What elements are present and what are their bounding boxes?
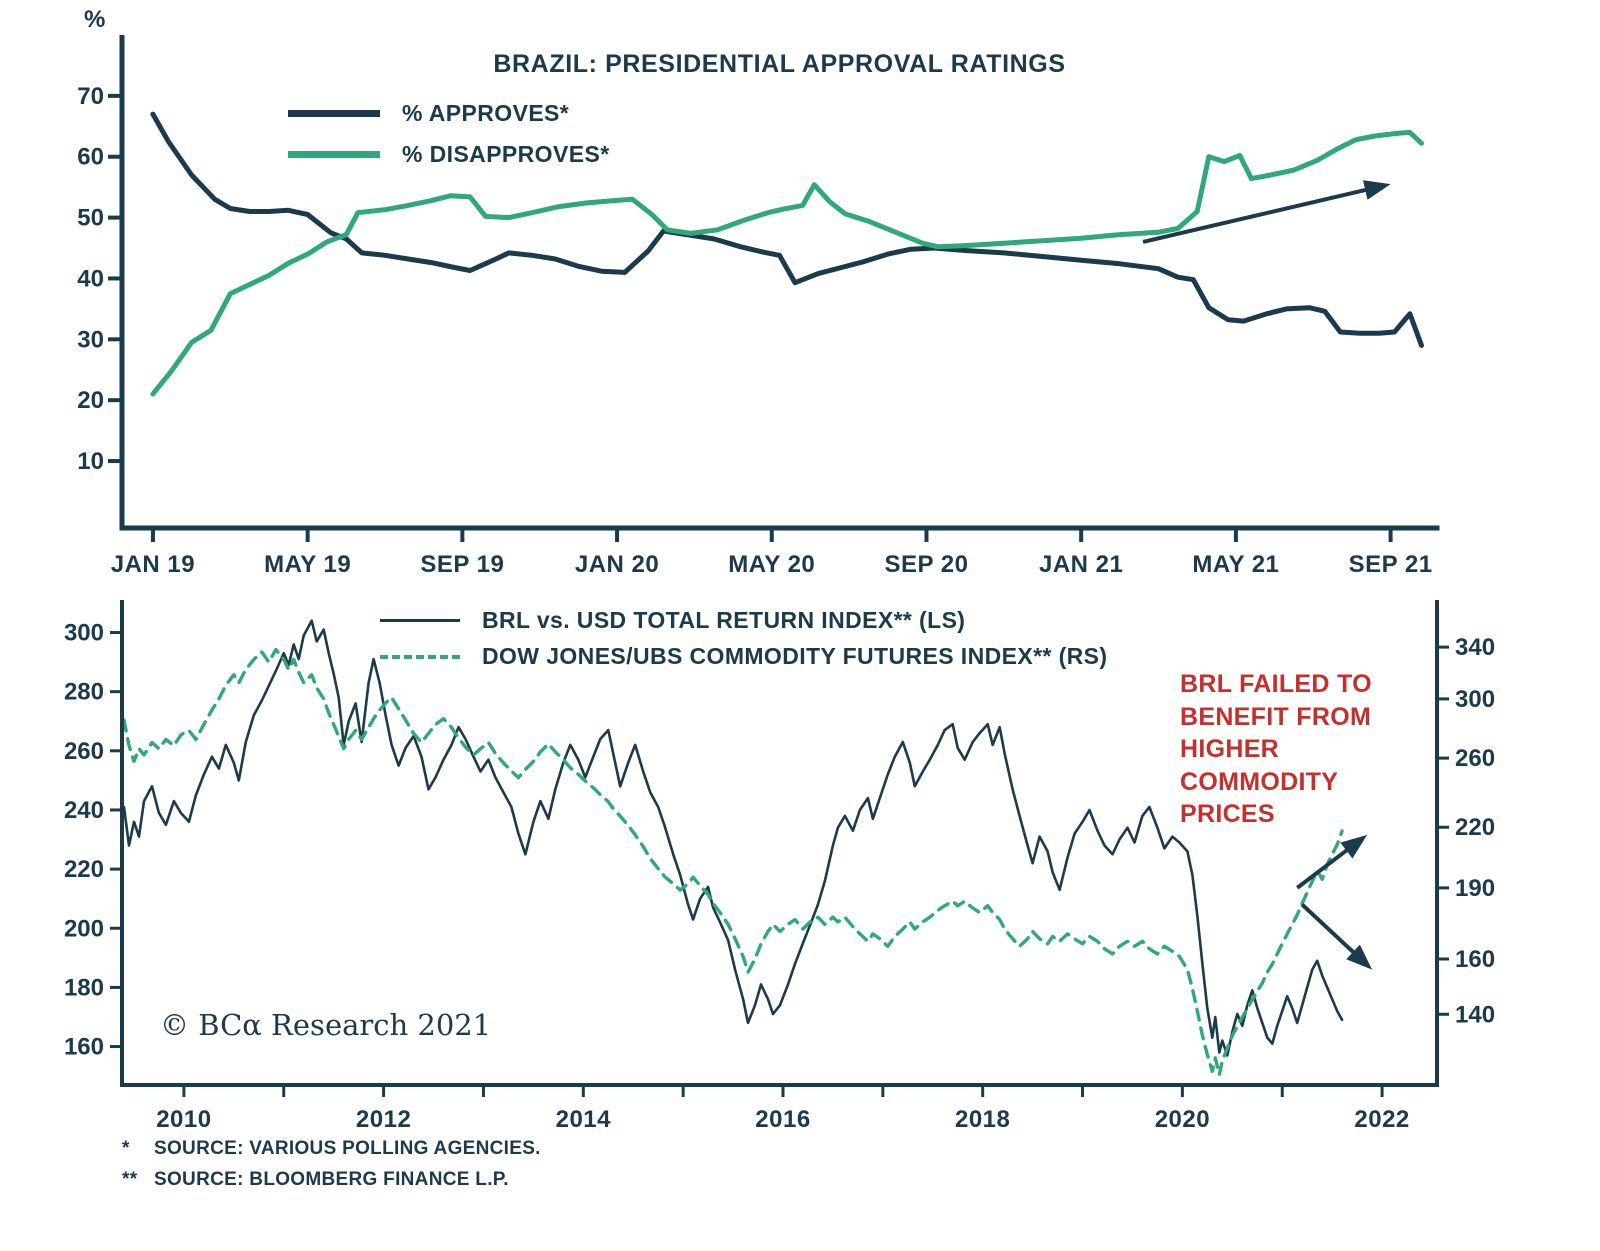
svg-text:MAY 21: MAY 21: [1192, 551, 1279, 575]
svg-text:70: 70: [77, 83, 104, 110]
source-footnotes: * SOURCE: VARIOUS POLLING AGENCIES. ** S…: [122, 1138, 541, 1200]
disapproves-legend-label: % DISAPPROVES*: [402, 141, 610, 167]
svg-text:2014: 2014: [556, 1106, 612, 1133]
svg-text:SEP 19: SEP 19: [420, 551, 504, 575]
svg-text:20: 20: [77, 387, 104, 414]
svg-text:JAN 19: JAN 19: [111, 551, 195, 575]
svg-text:220: 220: [64, 856, 104, 883]
svg-text:180: 180: [64, 974, 104, 1001]
legend-item-brl: BRL vs. USD TOTAL RETURN INDEX** (LS): [380, 607, 1107, 634]
svg-text:JAN 21: JAN 21: [1039, 551, 1123, 575]
approval-y-axis-unit: %: [84, 6, 106, 33]
brl-annotation-text: BRL FAILED TO BENEFIT FROM HIGHER COMMOD…: [1180, 670, 1372, 828]
svg-text:30: 30: [77, 326, 104, 353]
svg-text:160: 160: [64, 1034, 104, 1061]
svg-text:300: 300: [64, 620, 104, 647]
legend-item-approves: % APPROVES*: [288, 100, 610, 127]
svg-text:190: 190: [1455, 875, 1495, 902]
footnote-marker-2: **: [122, 1169, 138, 1190]
svg-text:40: 40: [77, 265, 104, 292]
svg-text:SEP 21: SEP 21: [1349, 551, 1433, 575]
commodity-line-swatch: [380, 654, 460, 659]
footnote-polling: * SOURCE: VARIOUS POLLING AGENCIES.: [122, 1138, 541, 1160]
svg-text:340: 340: [1455, 634, 1495, 661]
svg-text:220: 220: [1455, 814, 1495, 841]
svg-text:240: 240: [64, 797, 104, 824]
legend-item-disapproves: % DISAPPROVES*: [288, 141, 610, 168]
commodity-legend-label: DOW JONES/UBS COMMODITY FUTURES INDEX** …: [482, 643, 1108, 669]
svg-text:2018: 2018: [955, 1106, 1010, 1133]
brl-legend-label: BRL vs. USD TOTAL RETURN INDEX** (LS): [482, 607, 966, 633]
brl-commodity-chart: 2010 2012 2014 2016 2018 2020 2022 160 180 200 220…: [0, 585, 1600, 1140]
svg-text:2010: 2010: [156, 1106, 211, 1133]
svg-text:2022: 2022: [1354, 1106, 1409, 1133]
copyright-notice: © BCα Research 2021: [160, 1008, 492, 1042]
approval-chart: JAN 19 MAY 19 SEP 19 JAN 20 MAY 20 SEP 20 JAN …: [0, 0, 1600, 575]
svg-text:140: 140: [1455, 1001, 1495, 1028]
svg-text:2012: 2012: [356, 1106, 411, 1133]
svg-text:300: 300: [1455, 686, 1495, 713]
approval-chart-title: BRAZIL: PRESIDENTIAL APPROVAL RATINGS: [493, 50, 1066, 78]
footnote-bloomberg: ** SOURCE: BLOOMBERG FINANCE L.P.: [122, 1169, 541, 1191]
brl-commodity-chart-canvas: 2010 2012 2014 2016 2018 2020 2022 160 180 200 220…: [64, 600, 1495, 1133]
svg-text:MAY 20: MAY 20: [728, 551, 815, 575]
svg-text:60: 60: [77, 144, 104, 171]
svg-text:200: 200: [64, 915, 104, 942]
approves-line-swatch: [288, 110, 380, 117]
svg-text:260: 260: [1455, 745, 1495, 772]
svg-text:160: 160: [1455, 946, 1495, 973]
svg-text:10: 10: [77, 448, 104, 475]
disapproves-line-swatch: [288, 151, 380, 158]
svg-text:50: 50: [77, 205, 104, 232]
svg-text:SEP 20: SEP 20: [884, 551, 968, 575]
svg-text:MAY 19: MAY 19: [264, 551, 351, 575]
footnote-text-1: SOURCE: VARIOUS POLLING AGENCIES.: [154, 1138, 541, 1159]
svg-text:280: 280: [64, 679, 104, 706]
brl-commodity-legend: BRL vs. USD TOTAL RETURN INDEX** (LS) DO…: [380, 607, 1107, 670]
footnote-text-2: SOURCE: BLOOMBERG FINANCE L.P.: [154, 1169, 509, 1190]
approves-legend-label: % APPROVES*: [402, 100, 570, 126]
svg-text:2020: 2020: [1155, 1106, 1210, 1133]
footnote-marker-1: *: [122, 1138, 130, 1159]
svg-text:JAN 20: JAN 20: [575, 551, 659, 575]
approval-legend: % APPROVES* % DISAPPROVES*: [288, 100, 610, 168]
legend-item-commodity: DOW JONES/UBS COMMODITY FUTURES INDEX** …: [380, 643, 1107, 670]
brl-line-swatch: [380, 619, 460, 622]
svg-text:2016: 2016: [755, 1106, 810, 1133]
approval-chart-canvas: JAN 19 MAY 19 SEP 19 JAN 20 MAY 20 SEP 20 JAN …: [77, 35, 1440, 575]
svg-text:260: 260: [64, 738, 104, 765]
